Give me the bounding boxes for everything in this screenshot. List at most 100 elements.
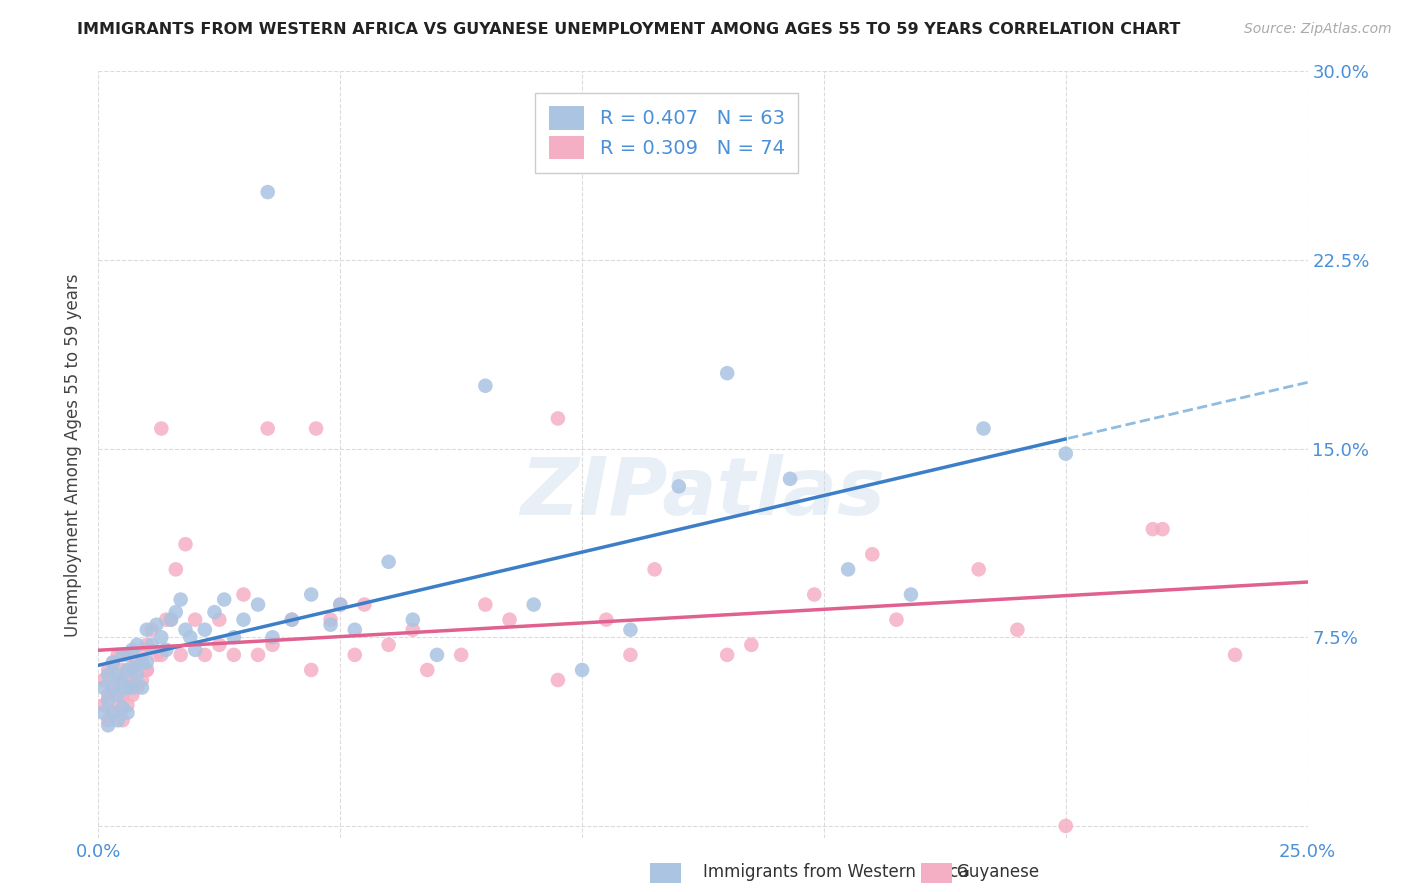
- Point: [416, 663, 439, 677]
- Point: [111, 675, 134, 690]
- Point: [111, 663, 134, 677]
- Point: [174, 537, 197, 551]
- Point: [716, 648, 738, 662]
- Point: [150, 630, 173, 644]
- Text: Guyanese: Guyanese: [956, 863, 1039, 881]
- Point: [117, 698, 139, 713]
- Point: [668, 479, 690, 493]
- Point: [150, 648, 173, 662]
- Point: [194, 648, 217, 662]
- Point: [319, 613, 342, 627]
- Point: [141, 623, 163, 637]
- Point: [222, 648, 245, 662]
- Point: [127, 681, 149, 695]
- Point: [145, 617, 167, 632]
- Point: [135, 663, 157, 677]
- Point: [160, 613, 183, 627]
- Point: [169, 648, 191, 662]
- Point: [107, 648, 129, 662]
- Point: [91, 681, 114, 695]
- Point: [127, 638, 149, 652]
- Point: [179, 630, 201, 644]
- Point: [523, 598, 546, 612]
- Point: [121, 673, 143, 687]
- Point: [101, 706, 124, 720]
- Point: [426, 648, 449, 662]
- Point: [547, 673, 569, 687]
- Point: [121, 663, 143, 677]
- Point: [900, 587, 922, 601]
- Text: ZIPatlas: ZIPatlas: [520, 454, 886, 533]
- Point: [101, 706, 124, 720]
- Point: [165, 605, 187, 619]
- Point: [256, 421, 278, 435]
- Point: [886, 613, 908, 627]
- Point: [91, 698, 114, 713]
- Point: [184, 643, 207, 657]
- Point: [208, 638, 231, 652]
- Point: [247, 648, 270, 662]
- Point: [131, 656, 153, 670]
- Point: [107, 668, 129, 682]
- Point: [155, 613, 177, 627]
- Point: [319, 617, 342, 632]
- Point: [329, 598, 352, 612]
- Point: [1152, 522, 1174, 536]
- Legend: R = 0.407   N = 63, R = 0.309   N = 74: R = 0.407 N = 63, R = 0.309 N = 74: [536, 93, 799, 173]
- Point: [135, 656, 157, 670]
- Point: [107, 713, 129, 727]
- Point: [117, 673, 139, 687]
- Point: [97, 693, 120, 707]
- Point: [1223, 648, 1246, 662]
- Point: [299, 587, 322, 601]
- Point: [212, 592, 235, 607]
- Point: [117, 663, 139, 677]
- Point: [135, 663, 157, 677]
- Point: [740, 638, 762, 652]
- Point: [135, 623, 157, 637]
- Point: [97, 668, 120, 682]
- Point: [184, 613, 207, 627]
- Point: [111, 713, 134, 727]
- Point: [131, 681, 153, 695]
- Point: [174, 623, 197, 637]
- Point: [595, 613, 617, 627]
- Point: [343, 623, 366, 637]
- Point: [1007, 623, 1029, 637]
- Point: [450, 648, 472, 662]
- Text: IMMIGRANTS FROM WESTERN AFRICA VS GUYANESE UNEMPLOYMENT AMONG AGES 55 TO 59 YEAR: IMMIGRANTS FROM WESTERN AFRICA VS GUYANE…: [77, 22, 1181, 37]
- Point: [111, 688, 134, 702]
- Point: [169, 592, 191, 607]
- Point: [97, 713, 120, 727]
- Point: [101, 656, 124, 670]
- Text: Source: ZipAtlas.com: Source: ZipAtlas.com: [1244, 22, 1392, 37]
- Point: [97, 688, 120, 702]
- Point: [247, 598, 270, 612]
- Point: [262, 630, 284, 644]
- Point: [165, 562, 187, 576]
- Point: [498, 613, 520, 627]
- Point: [97, 663, 120, 677]
- Point: [837, 562, 859, 576]
- Point: [117, 648, 139, 662]
- Point: [402, 623, 425, 637]
- Point: [117, 706, 139, 720]
- Point: [474, 598, 496, 612]
- Point: [91, 673, 114, 687]
- Point: [150, 421, 173, 435]
- Point: [127, 668, 149, 682]
- Point: [547, 411, 569, 425]
- Point: [1054, 819, 1077, 833]
- Point: [131, 648, 153, 662]
- Point: [967, 562, 990, 576]
- Point: [474, 378, 496, 392]
- Point: [353, 598, 375, 612]
- Point: [803, 587, 825, 601]
- Point: [141, 638, 163, 652]
- Point: [716, 366, 738, 380]
- Point: [571, 663, 593, 677]
- Point: [97, 718, 120, 732]
- Point: [619, 648, 641, 662]
- Point: [107, 688, 129, 702]
- Point: [329, 598, 352, 612]
